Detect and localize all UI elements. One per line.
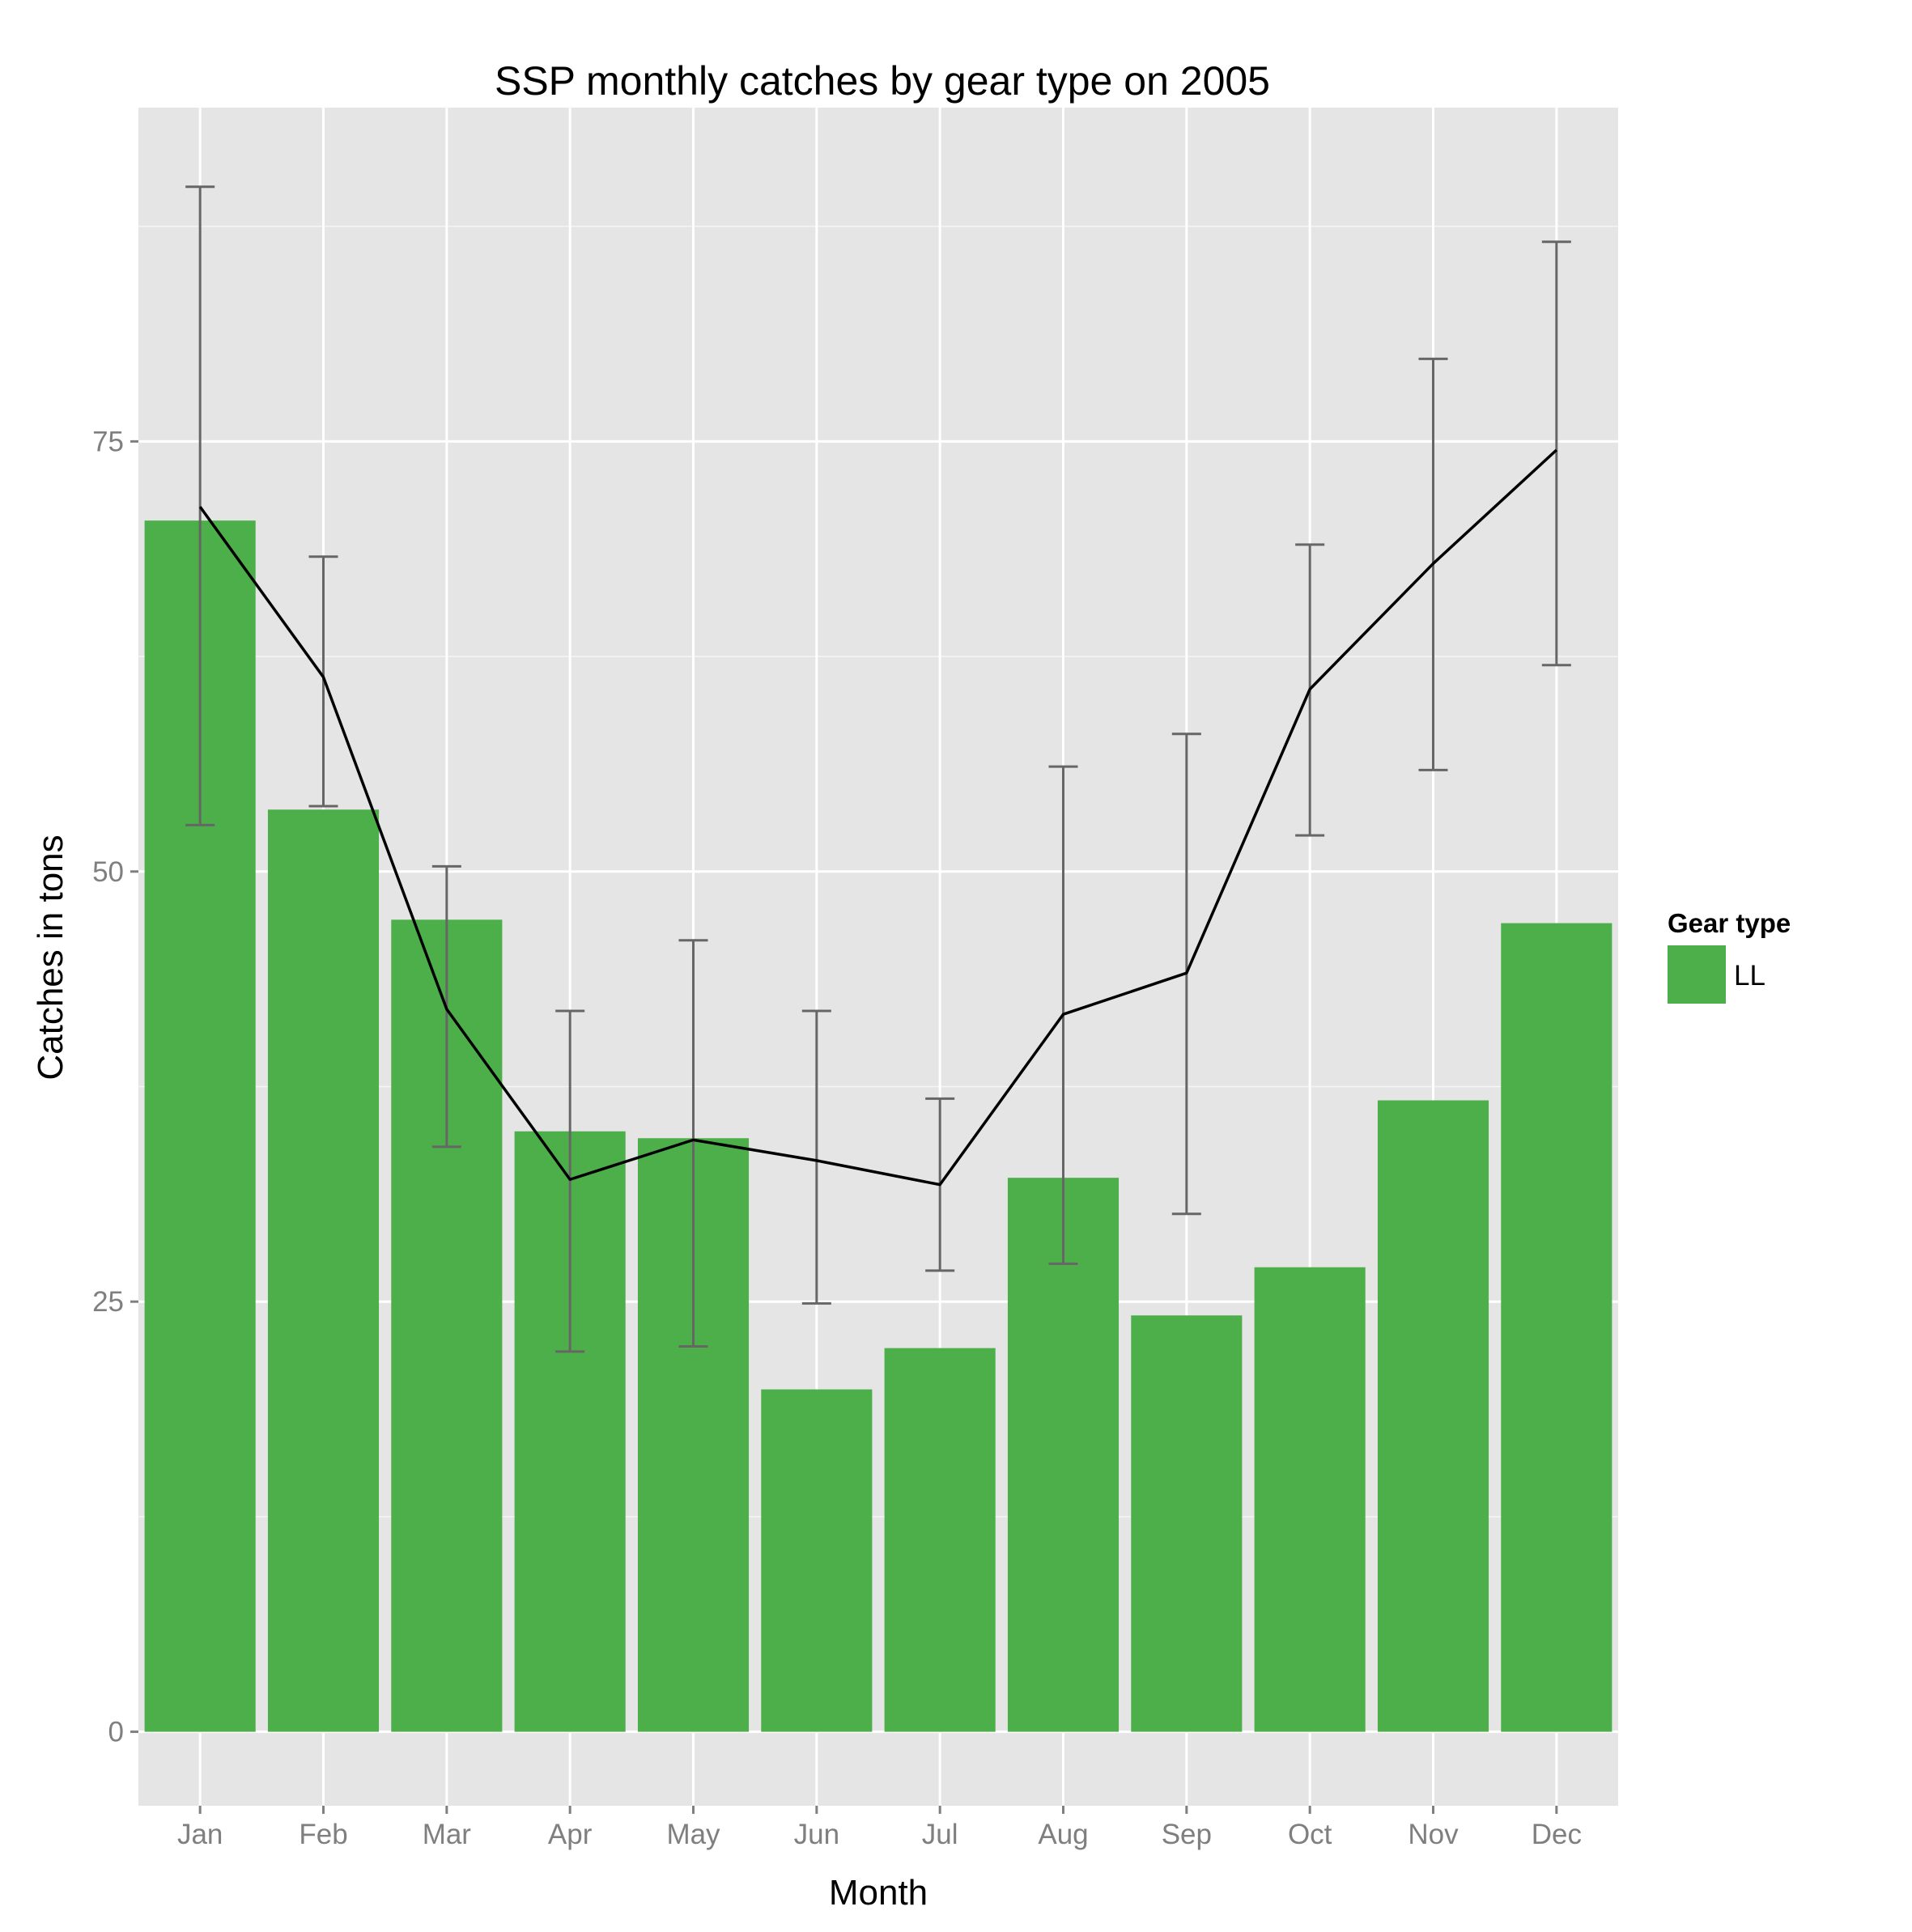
bar-dec xyxy=(1501,923,1612,1732)
y-tick-label: 0 xyxy=(108,1717,124,1748)
x-tick-label-mar: Mar xyxy=(423,1819,472,1850)
bar-jun xyxy=(761,1389,873,1732)
legend: Gear type LL xyxy=(1668,908,1791,1004)
x-tick-label-dec: Dec xyxy=(1532,1819,1582,1850)
legend-label-ll: LL xyxy=(1734,960,1765,991)
error-bar-jan xyxy=(185,185,215,826)
error-bar-apr xyxy=(555,1009,585,1353)
x-tick-label-jul: Jul xyxy=(922,1819,958,1850)
y-axis-title: Catches in tons xyxy=(31,834,70,1080)
error-bar-jun xyxy=(801,1009,831,1305)
bar-oct xyxy=(1254,1267,1366,1732)
x-axis: Jan Feb Mar Apr May Jun Jul Aug Sep Oct Nov Dec xyxy=(177,1806,1582,1850)
x-axis-title: Month xyxy=(829,1873,928,1913)
bar-sep xyxy=(1131,1315,1243,1732)
y-tick-label: 25 xyxy=(92,1286,124,1318)
x-tick-label-feb: Feb xyxy=(299,1819,347,1850)
error-bar-may xyxy=(678,939,708,1348)
bar-jul xyxy=(884,1348,996,1732)
x-tick-label-oct: Oct xyxy=(1288,1819,1332,1850)
x-tick-label-sep: Sep xyxy=(1162,1819,1212,1850)
x-tick-label-jun: Jun xyxy=(794,1819,839,1850)
chart-title: SSP monthly catches by gear type on 2005 xyxy=(495,58,1270,104)
x-tick-label-nov: Nov xyxy=(1408,1819,1459,1850)
y-axis: 0 25 50 75 xyxy=(92,426,138,1748)
error-bar-feb xyxy=(308,555,338,808)
bars xyxy=(144,520,1612,1732)
y-tick-label: 75 xyxy=(92,426,124,457)
x-tick-label-apr: Apr xyxy=(548,1819,593,1850)
legend-title: Gear type xyxy=(1668,908,1791,938)
x-tick-label-jan: Jan xyxy=(177,1819,223,1850)
bar-nov xyxy=(1377,1100,1489,1732)
bar-aug xyxy=(1007,1178,1120,1732)
legend-key-ll xyxy=(1668,945,1726,1004)
error-bar-dec xyxy=(1541,240,1571,667)
x-tick-label-may: May xyxy=(666,1819,720,1850)
bar-feb xyxy=(267,809,380,1732)
trend-line-group xyxy=(198,448,1558,1187)
y-tick-label: 50 xyxy=(92,856,124,888)
trend-line xyxy=(198,448,1558,1187)
x-tick-label-aug: Aug xyxy=(1038,1819,1088,1850)
plot-panel xyxy=(138,108,1618,1806)
